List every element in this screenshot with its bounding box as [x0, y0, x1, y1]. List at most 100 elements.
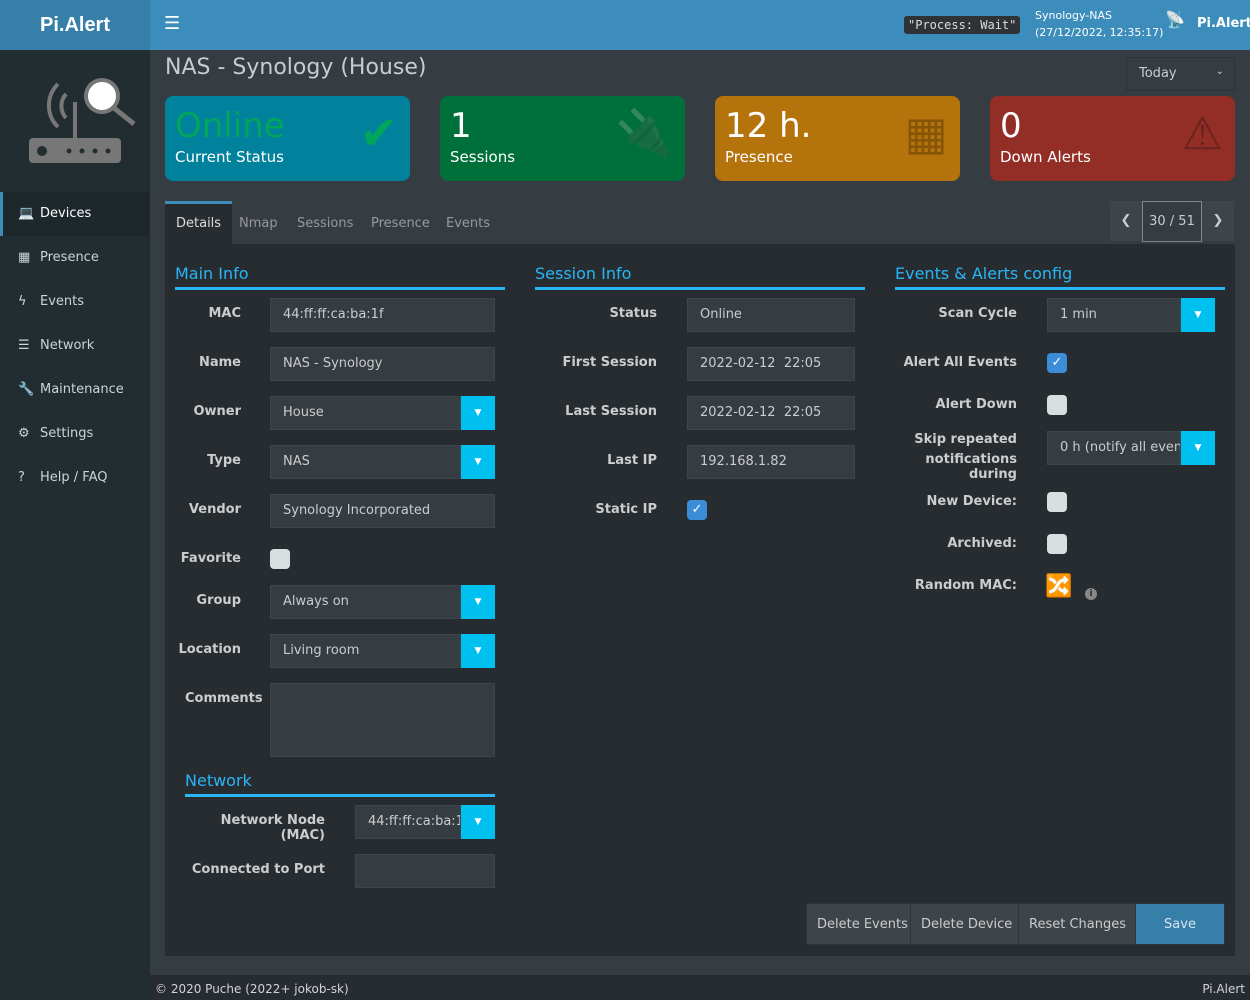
section-main-info: Main Info: [175, 264, 505, 290]
tile-label: Down Alerts: [1000, 148, 1091, 166]
group-label: Group: [196, 593, 241, 608]
owner-dropdown-button[interactable]: ▼: [461, 396, 495, 430]
location-field[interactable]: Living room: [270, 634, 461, 668]
owner-label: Owner: [193, 404, 241, 419]
skip-dropdown-button[interactable]: ▼: [1181, 431, 1215, 465]
chevron-down-icon: ⌄: [1215, 66, 1224, 77]
section-alerts-config: Events & Alerts config: [895, 264, 1225, 290]
skip-notifications-field[interactable]: 0 h (notify all events): [1047, 431, 1181, 465]
gear-icon: ⚙: [18, 426, 30, 441]
name-field[interactable]: NAS - Synology: [270, 347, 495, 381]
sidebar-item-label: Maintenance: [40, 382, 124, 397]
sidebar-item-label: Network: [40, 338, 95, 353]
router-icon: 📡: [1165, 10, 1185, 29]
tile-label: Sessions: [450, 148, 516, 166]
tab-events[interactable]: Events: [446, 216, 491, 231]
first-session-label: First Session: [562, 355, 657, 370]
sidebar-item-maintenance[interactable]: 🔧 Maintenance: [0, 368, 150, 412]
section-network: Network: [185, 771, 495, 797]
tab-sessions[interactable]: Sessions: [297, 216, 354, 231]
calendar-icon: ▦: [18, 250, 31, 265]
random-mac-label: Random MAC:: [914, 578, 1017, 593]
tile-sessions[interactable]: 1 Sessions 🔌: [440, 96, 685, 181]
tile-status[interactable]: Online Current Status ✔: [165, 96, 410, 181]
tile-value: Online: [175, 106, 285, 146]
delete-events-button[interactable]: Delete Events: [806, 903, 919, 945]
bolt-icon: ϟ: [18, 294, 27, 309]
static-ip-checkbox[interactable]: ✓: [687, 500, 707, 520]
alert-down-label: Alert Down: [935, 397, 1017, 412]
skip-label-line1: Skip repeated: [914, 432, 1017, 447]
device-pager: 30 / 51: [1142, 201, 1202, 242]
tile-alerts[interactable]: 0 Down Alerts ⚠: [990, 96, 1235, 181]
mac-label: MAC: [208, 306, 241, 321]
sidebar-item-label: Devices: [40, 206, 92, 221]
favorite-checkbox[interactable]: [270, 549, 290, 569]
period-select[interactable]: Today ⌄: [1126, 57, 1235, 91]
sidebar-item-settings[interactable]: ⚙ Settings: [0, 412, 150, 456]
last-session-field: 2022-02-12 22:05: [687, 396, 855, 430]
mac-field[interactable]: 44:ff:ff:ca:ba:1f: [270, 298, 495, 332]
port-field[interactable]: [355, 854, 495, 888]
sidebar: 💻 Devices ▦ Presence ϟ Events ☰ Network 🔧 Mai…: [0, 50, 150, 1000]
pialert-logo-icon: [29, 78, 136, 163]
type-dropdown-button[interactable]: ▼: [461, 445, 495, 479]
prev-device-button[interactable]: ❮: [1110, 201, 1142, 241]
location-label: Location: [178, 642, 241, 657]
alert-down-checkbox[interactable]: [1047, 395, 1067, 415]
owner-field[interactable]: House: [270, 396, 461, 430]
sidebar-item-label: Presence: [40, 250, 99, 265]
archived-checkbox[interactable]: [1047, 534, 1067, 554]
skip-label-line2: notifications during: [925, 452, 1017, 482]
tab-nmap[interactable]: Nmap: [239, 216, 278, 231]
vendor-field[interactable]: Synology Incorporated: [270, 494, 495, 528]
delete-device-button[interactable]: Delete Device: [910, 903, 1024, 945]
check-icon: ✔: [359, 106, 398, 160]
comments-textarea[interactable]: [270, 683, 495, 757]
archived-label: Archived:: [947, 536, 1017, 551]
location-dropdown-button[interactable]: ▼: [461, 634, 495, 668]
sidebar-item-label: Events: [40, 294, 85, 309]
save-button[interactable]: Save: [1135, 903, 1225, 945]
app-logo[interactable]: Pi.Alert: [0, 0, 150, 50]
last-scan-time: (27/12/2022, 12:35:17): [1035, 26, 1164, 39]
info-icon[interactable]: i: [1085, 588, 1097, 600]
new-device-checkbox[interactable]: [1047, 492, 1067, 512]
sidebar-item-network[interactable]: ☰ Network: [0, 324, 150, 368]
sidebar-item-label: Help / FAQ: [40, 470, 108, 485]
question-icon: ?: [18, 470, 25, 485]
sidebar-item-events[interactable]: ϟ Events: [0, 280, 150, 324]
network-node-dropdown-button[interactable]: ▼: [461, 805, 495, 839]
menu-toggle-icon[interactable]: ☰: [164, 13, 181, 34]
last-ip-label: Last IP: [607, 453, 657, 468]
period-value: Today: [1139, 66, 1177, 81]
tile-presence[interactable]: 12 h. Presence ▦: [715, 96, 960, 181]
footer: © 2020 Puche (2022+ jokob-sk) Pi.Alert: [150, 975, 1250, 1000]
port-label: Connected to Port: [191, 862, 325, 877]
tab-details[interactable]: Details: [165, 201, 233, 244]
status-label: Status: [609, 306, 657, 321]
network-node-field[interactable]: 44:ff:ff:ca:ba:1: [355, 805, 461, 839]
laptop-icon: 💻: [18, 206, 35, 221]
page-title: NAS - Synology (House): [165, 55, 427, 80]
sidebar-item-presence[interactable]: ▦ Presence: [0, 236, 150, 280]
plug-icon: 🔌: [615, 106, 673, 160]
next-device-button[interactable]: ❯: [1202, 201, 1234, 241]
favorite-label: Favorite: [180, 551, 241, 566]
sidebar-item-devices[interactable]: 💻 Devices: [0, 192, 150, 236]
scan-cycle-dropdown-button[interactable]: ▼: [1181, 298, 1215, 332]
first-session-field: 2022-02-12 22:05: [687, 347, 855, 381]
reset-changes-button[interactable]: Reset Changes: [1018, 903, 1137, 945]
alert-all-checkbox[interactable]: ✓: [1047, 353, 1067, 373]
tile-label: Presence: [725, 148, 793, 166]
group-dropdown-button[interactable]: ▼: [461, 585, 495, 619]
sidebar-item-help[interactable]: ? Help / FAQ: [0, 456, 150, 500]
group-field[interactable]: Always on: [270, 585, 461, 619]
alert-all-label: Alert All Events: [903, 355, 1017, 370]
user-menu[interactable]: Pi.Alert: [1197, 16, 1250, 31]
tab-presence[interactable]: Presence: [371, 216, 430, 231]
last-session-label: Last Session: [565, 404, 657, 419]
scan-cycle-field[interactable]: 1 min: [1047, 298, 1181, 332]
type-field[interactable]: NAS: [270, 445, 461, 479]
calendar-icon: ▦: [904, 106, 948, 160]
